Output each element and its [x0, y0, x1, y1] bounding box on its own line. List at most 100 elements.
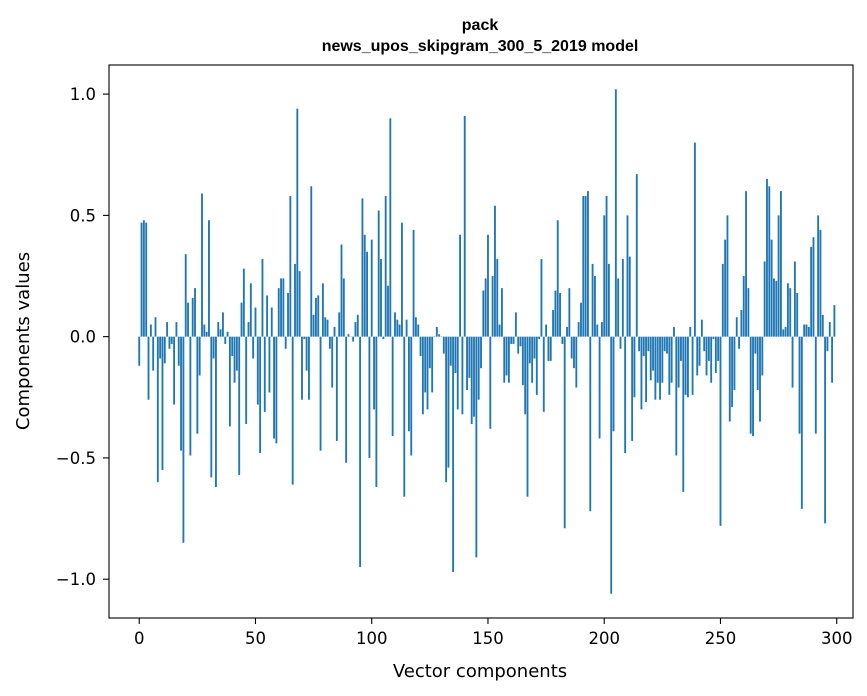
- bar-16: [175, 322, 178, 337]
- bar-160: [510, 336, 513, 344]
- bar-80: [324, 317, 327, 337]
- bar-19: [182, 336, 185, 543]
- bar-259: [740, 309, 743, 337]
- bar-251: [721, 263, 724, 337]
- x-axis-label: Vector components: [393, 661, 567, 682]
- bar-149: [484, 278, 487, 337]
- bar-268: [761, 336, 764, 376]
- bar-181: [559, 292, 561, 337]
- bar-25: [196, 336, 199, 434]
- y-axis-label: Components values: [13, 252, 34, 430]
- bar-11: [163, 336, 166, 364]
- bar-120: [417, 324, 420, 337]
- bar-296: [826, 336, 829, 352]
- bar-297: [828, 322, 831, 337]
- bar-144: [473, 336, 475, 417]
- bars-group: [138, 89, 836, 594]
- bar-7: [154, 317, 157, 337]
- bar-56: [268, 336, 271, 393]
- bar-178: [552, 309, 555, 337]
- bar-140: [463, 115, 466, 337]
- bar-138: [459, 234, 461, 337]
- bar-5: [149, 324, 152, 337]
- bar-67: [294, 263, 296, 337]
- bar-211: [628, 256, 631, 337]
- bar-146: [477, 336, 480, 400]
- bar-278: [784, 326, 787, 337]
- bar-108: [389, 118, 392, 337]
- bar-228: [668, 336, 671, 395]
- bar-154: [496, 259, 499, 337]
- bar-172: [538, 336, 541, 340]
- bar-42: [235, 336, 238, 371]
- bar-12: [166, 322, 169, 337]
- bar-193: [587, 191, 589, 337]
- bar-213: [633, 336, 636, 398]
- bar-68: [296, 108, 299, 337]
- bar-136: [454, 336, 457, 374]
- chart-title: pack: [462, 17, 499, 34]
- bar-151: [489, 336, 492, 429]
- bar-159: [507, 336, 510, 383]
- bar-10: [161, 336, 164, 471]
- bar-79: [321, 283, 324, 337]
- bar-116: [408, 336, 410, 432]
- bar-258: [738, 336, 741, 349]
- bar-249: [717, 336, 720, 361]
- bar-206: [617, 278, 620, 337]
- bar-170: [533, 336, 536, 359]
- bar-246: [710, 336, 713, 383]
- bar-194: [589, 336, 592, 512]
- bar-13: [168, 336, 171, 349]
- bar-122: [421, 336, 424, 415]
- bar-88: [342, 278, 345, 337]
- bar-277: [782, 329, 785, 337]
- bar-164: [519, 336, 522, 347]
- bar-24: [194, 288, 196, 337]
- bar-148: [482, 290, 485, 337]
- bar-93: [354, 322, 357, 337]
- bar-54: [263, 336, 266, 412]
- bar-209: [624, 336, 627, 454]
- bar-216: [640, 336, 643, 410]
- bar-46: [245, 336, 248, 424]
- bar-239: [693, 142, 696, 337]
- bar-48: [249, 283, 252, 337]
- bar-295: [824, 336, 827, 524]
- bar-73: [308, 336, 310, 400]
- bar-275: [777, 215, 780, 337]
- bar-200: [603, 215, 606, 337]
- bar-145: [475, 336, 478, 558]
- bar-63: [284, 336, 287, 349]
- bar-98: [366, 251, 368, 337]
- bar-21: [187, 302, 189, 337]
- bar-247: [712, 336, 715, 340]
- bar-174: [542, 336, 545, 412]
- bar-229: [670, 336, 673, 383]
- bar-61: [280, 278, 282, 337]
- bar-241: [698, 336, 701, 366]
- bar-177: [549, 336, 552, 361]
- bar-60: [277, 288, 280, 337]
- bar-227: [666, 336, 668, 354]
- bar-168: [528, 336, 531, 364]
- chart-subtitle: news_upos_skipgram_300_5_2019 model: [322, 38, 639, 55]
- x-tick-label: 100: [356, 629, 388, 648]
- bar-105: [382, 336, 385, 340]
- bar-50: [254, 307, 257, 337]
- bar-220: [649, 336, 652, 381]
- bar-245: [707, 336, 710, 361]
- bar-260: [742, 276, 745, 337]
- bar-0: [138, 336, 141, 366]
- bar-121: [419, 336, 422, 357]
- bar-44: [240, 302, 243, 337]
- bar-129: [438, 334, 441, 337]
- bar-72: [305, 336, 308, 371]
- bar-1: [140, 222, 143, 337]
- bar-195: [591, 263, 594, 337]
- bar-222: [654, 336, 657, 400]
- bar-169: [531, 336, 534, 383]
- bar-273: [773, 278, 775, 337]
- bar-96: [361, 198, 364, 337]
- bar-290: [812, 237, 815, 337]
